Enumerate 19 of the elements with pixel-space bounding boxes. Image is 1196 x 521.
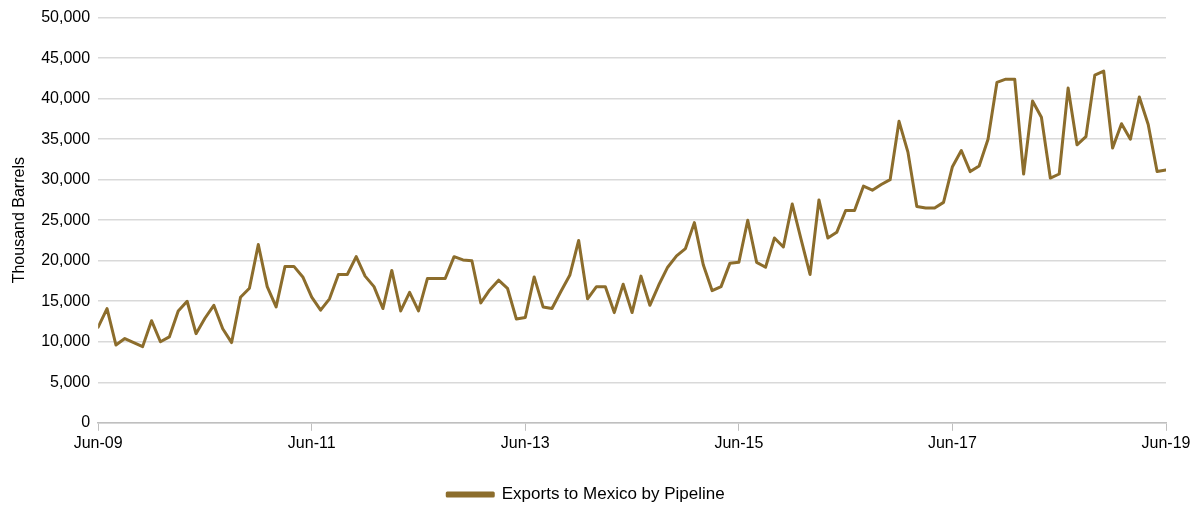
y-tick-label: 50,000 (41, 8, 91, 26)
y-tick-label: 5,000 (50, 372, 91, 390)
x-tick-label: Jun-13 (500, 433, 550, 451)
y-tick-label: 0 (81, 413, 91, 431)
x-tick-label: Jun-17 (927, 433, 977, 451)
y-tick-label: 15,000 (41, 291, 91, 309)
y-tick-label: 20,000 (41, 251, 91, 269)
y-tick-label: 25,000 (41, 210, 91, 228)
x-tick-label: Jun-11 (287, 433, 336, 451)
y-tick-label: 30,000 (41, 170, 91, 188)
x-tick-label: Jun-09 (73, 433, 123, 451)
x-tick-label: Jun-15 (714, 433, 764, 451)
y-tick-label: 40,000 (41, 89, 91, 107)
y-tick-label: 45,000 (41, 48, 91, 66)
y-tick-label: 10,000 (41, 332, 91, 350)
legend-label: Exports to Mexico by Pipeline (501, 484, 725, 504)
x-tick-label: Jun-19 (1141, 433, 1191, 451)
y-axis-title: Thousand Barrels (10, 157, 28, 284)
y-tick-label: 35,000 (41, 129, 91, 147)
